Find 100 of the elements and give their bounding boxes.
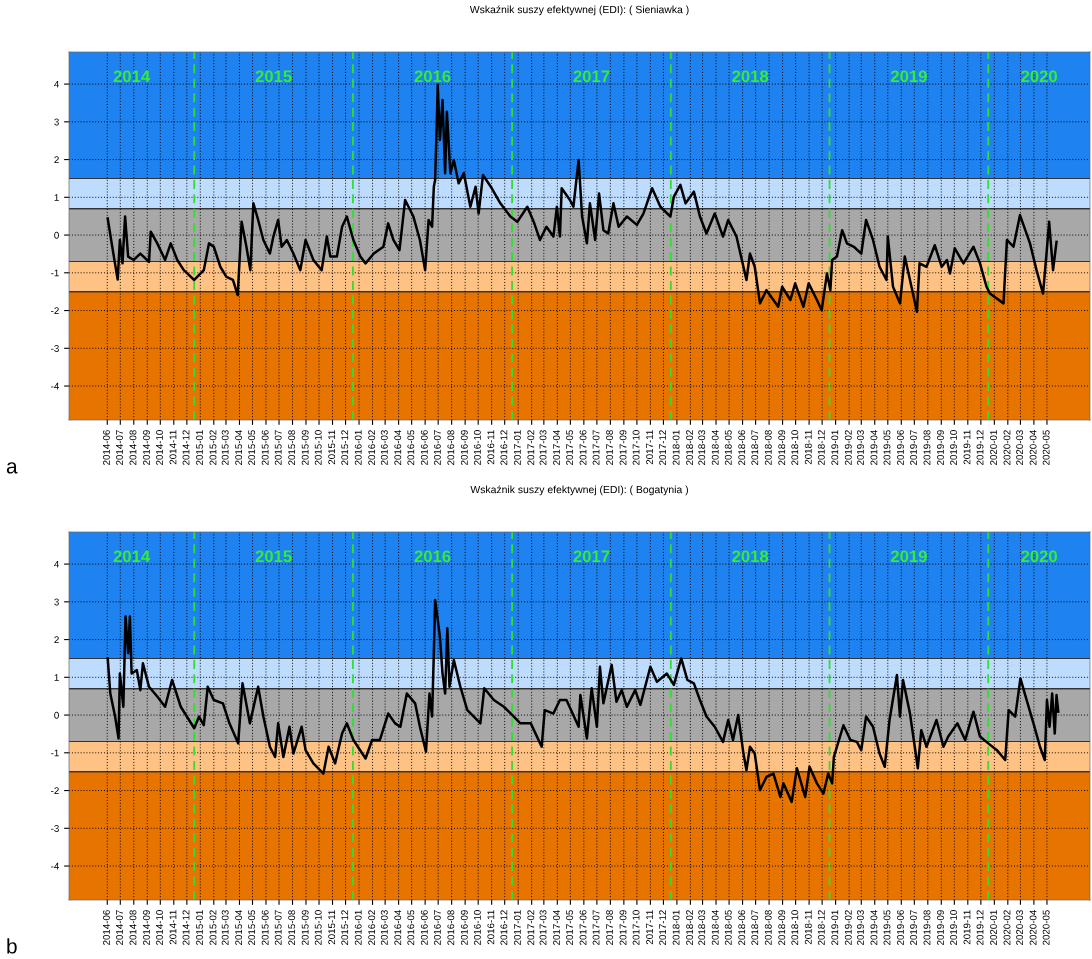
x-tick-label: 2015-11 [328, 910, 336, 945]
x-tick-label: 2019-03 [857, 430, 864, 465]
x-tick-label: 2018-10 [791, 430, 799, 465]
x-tick-label: 2017-12 [659, 910, 667, 945]
x-tick-label: 2014-06 [102, 430, 110, 465]
annotation: 2019 [890, 70, 927, 83]
annotation: 2020 [1021, 550, 1057, 563]
x-tick-label: 2015-06 [261, 430, 269, 465]
x-tick-label: 2014-11 [169, 910, 177, 945]
x-tick-label: 2015-08 [288, 910, 296, 945]
y-tick-label: -2 [51, 787, 59, 795]
y-tick-label: -3 [51, 825, 59, 832]
x-tick-label: 2016-06 [420, 910, 428, 945]
x-tick-label: 2016-07 [433, 910, 441, 945]
x-tick-label: 2018-08 [764, 430, 772, 465]
x-tick-label: 2018-12 [817, 910, 825, 945]
x-tick-label: 2015-03 [221, 430, 229, 465]
x-tick-label: 2017-03 [539, 430, 547, 465]
y-tick-label: 1 [54, 674, 59, 681]
annotation: 2019 [890, 550, 927, 563]
x-tick-label: 2016-10 [473, 430, 481, 465]
x-tick-label: 2020-02 [1003, 430, 1011, 465]
x-tick-label: 2019-10 [950, 430, 957, 465]
text: b [7, 938, 17, 954]
x-tick-label: 2016-04 [394, 910, 402, 945]
x-tick-label: 2017-03 [539, 910, 547, 945]
x-tick-label: 2019-02 [844, 910, 852, 945]
x-tick-label: 2017-06 [579, 430, 587, 465]
chart-title: Wskaźnik suszy efektywnej (EDI): ( Sieniawka ) [469, 5, 689, 16]
x-tick-label: 2015-07 [274, 430, 282, 465]
x-tick-label: 2019-04 [870, 430, 878, 465]
x-tick-label: 2015-10 [314, 430, 322, 465]
x-tick-label: 2017-09 [619, 910, 627, 945]
annotation: 2015 [255, 70, 292, 83]
x-tick-label: 2016-12 [500, 910, 508, 945]
annotation: 2016 [414, 550, 451, 563]
x-tick-label: 2016-01 [354, 430, 362, 465]
x-tick-label: 2016-05 [407, 910, 415, 945]
y-tick-label: 4 [54, 80, 59, 88]
x-tick-label: 2017-11 [646, 430, 653, 465]
y-tick-label: 0 [54, 711, 59, 719]
x-tick-label: 2016-07 [433, 430, 441, 465]
x-tick-label: 2020-01 [990, 430, 997, 465]
x-tick-label: 2018-04 [711, 430, 719, 465]
annotation: 2017 [573, 70, 610, 83]
x-tick-label: 2019-11 [963, 430, 971, 465]
x-tick-label: 2018-04 [711, 910, 719, 945]
chart-title: Wskaźnik suszy efektywnej (EDI): ( Bogatynia ) [470, 485, 688, 496]
x-tick-label: 2016-08 [447, 910, 455, 945]
y-tick-label: -4 [51, 862, 59, 870]
annotation: 2014 [113, 70, 151, 83]
x-tick-label: 2019-03 [857, 910, 864, 945]
x-tick-label: 2020-04 [1029, 430, 1037, 465]
x-tick-label: 2015-04 [235, 430, 243, 465]
x-tick-label: 2017-02 [527, 430, 535, 465]
x-tick-label: 2017-06 [579, 910, 587, 945]
x-tick-label: 2015-02 [209, 430, 217, 465]
x-tick-label: 2018-07 [751, 910, 759, 945]
x-tick-label: 2018-02 [686, 430, 693, 465]
x-tick-label: 2016-12 [500, 430, 508, 465]
x-tick-label: 2020-05 [1042, 430, 1050, 465]
x-tick-label: 2017-09 [619, 430, 627, 465]
x-tick-label: 2015-05 [248, 430, 256, 465]
y-tick-label: -1 [51, 269, 59, 277]
x-tick-label: 2014-08 [129, 910, 137, 945]
x-tick-label: 2017-08 [606, 430, 613, 465]
x-tick-label: 2020-02 [1003, 910, 1011, 945]
x-tick-label: 2018-06 [738, 430, 746, 465]
x-tick-label: 2017-05 [566, 430, 573, 465]
x-tick-label: 2016-11 [487, 430, 495, 465]
x-tick-label: 2016-11 [487, 910, 495, 945]
x-tick-label: 2016-09 [460, 910, 468, 945]
x-tick-label: 2018-09 [778, 430, 786, 465]
y-tick-label: 2 [54, 636, 59, 644]
annotation: 2014 [113, 550, 151, 563]
x-tick-label: 2015-04 [235, 910, 243, 945]
x-tick-label: 2017-05 [566, 910, 573, 945]
x-tick-label: 2014-09 [143, 910, 150, 945]
annotation: 2017 [573, 550, 610, 563]
y-tick-label: -4 [51, 382, 59, 390]
x-tick-label: 2017-11 [646, 910, 653, 945]
x-tick-label: 2014-08 [129, 430, 137, 465]
x-tick-label: 2017-07 [592, 910, 600, 945]
x-tick-label: 2017-01 [513, 910, 521, 945]
x-tick-label: 2015-01 [196, 910, 203, 945]
x-tick-label: 2015-07 [274, 910, 282, 945]
x-tick-label: 2019-04 [870, 910, 878, 945]
x-tick-label: 2014-07 [116, 910, 123, 945]
x-tick-label: 2019-01 [831, 430, 839, 465]
y-tick-label: -3 [51, 345, 59, 352]
x-tick-label: 2017-08 [606, 910, 613, 945]
x-tick-label: 2017-02 [527, 910, 535, 945]
x-tick-label: 2019-06 [897, 430, 904, 465]
x-tick-label: 2015-11 [328, 430, 336, 465]
x-tick-label: 2018-01 [672, 910, 680, 945]
x-tick-label: 2019-07 [910, 910, 917, 945]
x-tick-label: 2018-11 [804, 910, 812, 945]
x-tick-label: 2015-12 [341, 910, 349, 945]
x-tick-label: 2015-09 [301, 910, 309, 945]
x-tick-label: 2018-07 [751, 430, 759, 465]
